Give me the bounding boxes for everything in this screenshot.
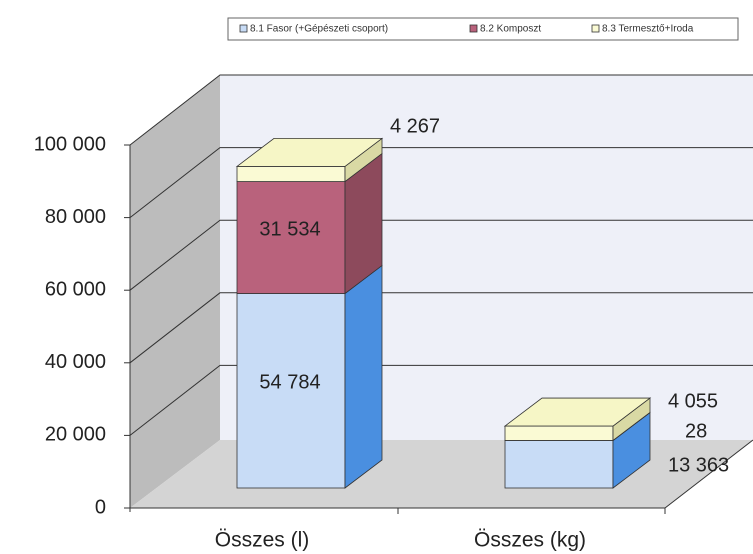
x-tick-label: Összes (kg): [474, 529, 586, 552]
grid-line: [129, 292, 753, 364]
value-label: 4 267: [390, 115, 440, 137]
grid-line: [129, 147, 753, 218]
y-tick-label: 20 000: [45, 424, 106, 446]
floor-edge: [664, 439, 753, 509]
value-label: 4 055: [668, 390, 718, 412]
y-tick-label: 0: [95, 496, 106, 518]
y-tick-label: 40 000: [45, 351, 106, 373]
x-tick-label: Összes (l): [215, 529, 310, 552]
legend-label: 8.3 Termesztő+Iroda: [602, 24, 694, 35]
legend-label: 8.2 Komposzt: [480, 24, 541, 35]
bar-front: [236, 166, 346, 182]
value-label: 31 534: [259, 218, 320, 240]
bar-side: [344, 264, 383, 489]
bar-top: [235, 138, 384, 167]
bar-front: [504, 425, 614, 441]
y-tick-label: 80 000: [45, 206, 106, 228]
legend-swatch: [591, 24, 600, 33]
grid-line: [129, 219, 753, 291]
legend-swatch: [239, 24, 248, 33]
y-tick-label: 60 000: [45, 278, 106, 300]
left-wall: [130, 75, 220, 508]
value-label: 54 784: [259, 371, 320, 393]
legend-label: 8.1 Fasor (+Gépészeti csoport): [250, 24, 388, 35]
grid-line: [129, 364, 753, 436]
value-label: 13 363: [668, 454, 729, 476]
legend: [227, 17, 739, 41]
bar-top: [503, 397, 652, 427]
value-label: 28: [685, 420, 707, 442]
grid-line: [129, 74, 753, 146]
bar-front: [504, 440, 614, 489]
y-tick-label: 100 000: [34, 133, 106, 155]
floor: [130, 440, 753, 508]
legend-swatch: [469, 24, 478, 33]
